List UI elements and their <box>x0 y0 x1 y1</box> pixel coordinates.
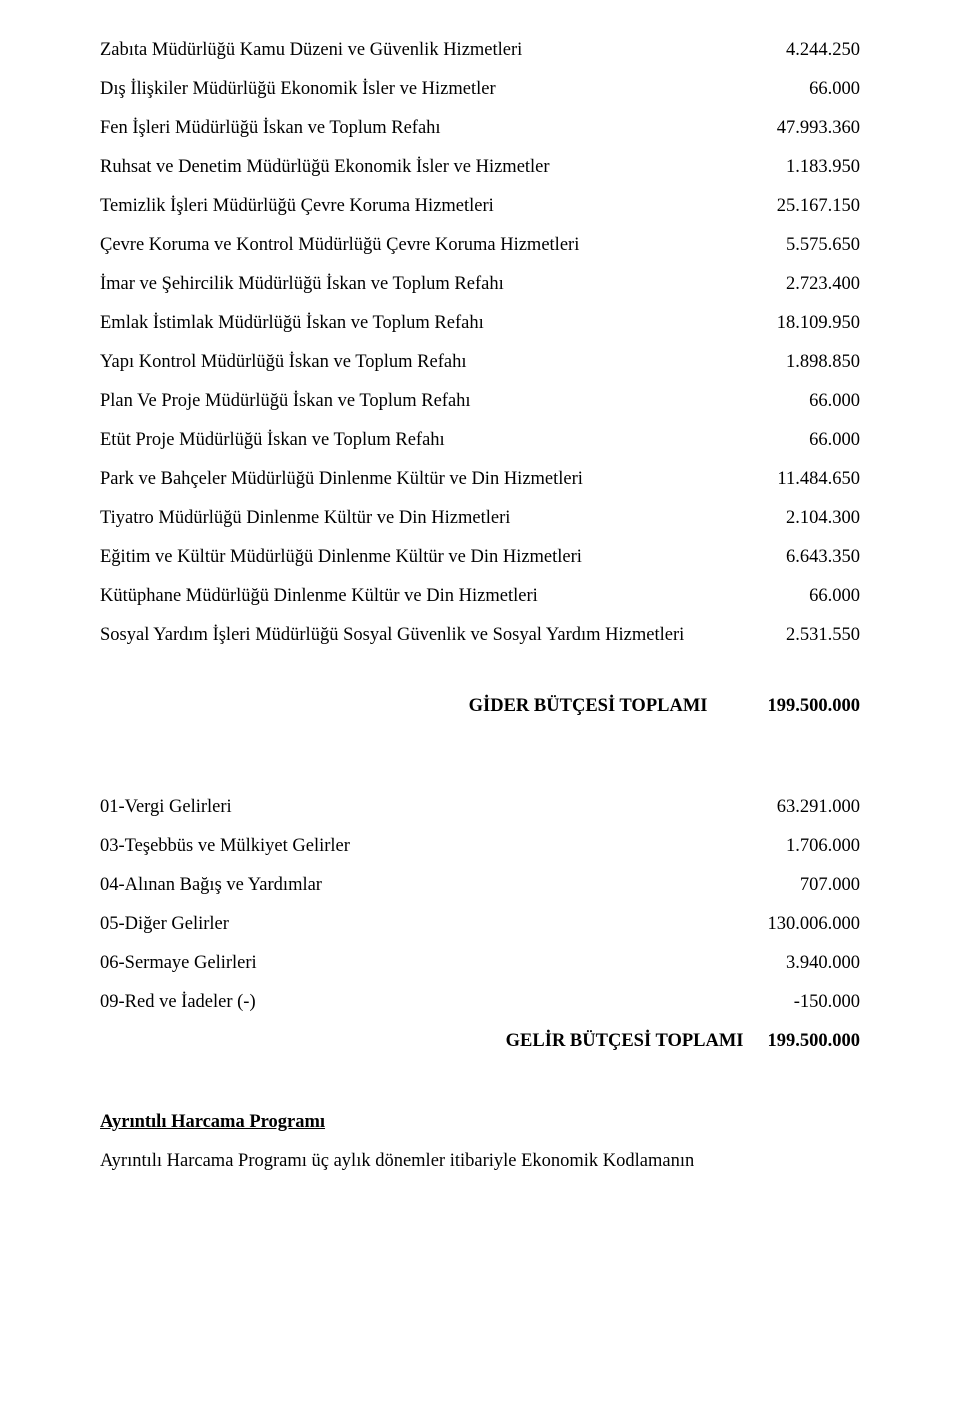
section-heading: Ayrıntılı Harcama Programı <box>100 1112 860 1133</box>
revenue-row: 03-Teşebbüs ve Mülkiyet Gelirler 1.706.0… <box>100 836 860 857</box>
expense-row: Dış İlişkiler Müdürlüğü Ekonomik İsler v… <box>100 79 860 100</box>
expense-label: Zabıta Müdürlüğü Kamu Düzeni ve Güvenlik… <box>100 40 786 61</box>
expense-row: Tiyatro Müdürlüğü Dinlenme Kültür ve Din… <box>100 508 860 529</box>
expense-row: Etüt Proje Müdürlüğü İskan ve Toplum Ref… <box>100 430 860 451</box>
expense-label: İmar ve Şehircilik Müdürlüğü İskan ve To… <box>100 274 786 295</box>
expense-value: 4.244.250 <box>786 40 860 61</box>
expense-label: Plan Ve Proje Müdürlüğü İskan ve Toplum … <box>100 391 809 412</box>
expense-value: 66.000 <box>809 430 860 451</box>
revenue-label: 05-Diğer Gelirler <box>100 914 768 935</box>
expense-label: Tiyatro Müdürlüğü Dinlenme Kültür ve Din… <box>100 508 786 529</box>
revenue-label: 09-Red ve İadeler (-) <box>100 992 794 1013</box>
revenue-total-value: 199.500.000 <box>768 1031 861 1052</box>
revenue-row: 09-Red ve İadeler (-) -150.000 <box>100 992 860 1013</box>
expense-value: 2.104.300 <box>786 508 860 529</box>
expense-label: Park ve Bahçeler Müdürlüğü Dinlenme Kült… <box>100 469 777 490</box>
section-body: Ayrıntılı Harcama Programı üç aylık döne… <box>100 1151 860 1172</box>
revenue-row: 04-Alınan Bağış ve Yardımlar 707.000 <box>100 875 860 896</box>
document-page: Zabıta Müdürlüğü Kamu Düzeni ve Güvenlik… <box>0 0 960 1232</box>
expense-value: 66.000 <box>809 391 860 412</box>
expense-label: Etüt Proje Müdürlüğü İskan ve Toplum Ref… <box>100 430 809 451</box>
expense-label: Temizlik İşleri Müdürlüğü Çevre Koruma H… <box>100 196 777 217</box>
expense-value: 25.167.150 <box>777 196 860 217</box>
revenue-value: 3.940.000 <box>786 953 860 974</box>
expense-label: Emlak İstimlak Müdürlüğü İskan ve Toplum… <box>100 313 777 334</box>
revenue-row: 05-Diğer Gelirler 130.006.000 <box>100 914 860 935</box>
revenue-label: 06-Sermaye Gelirleri <box>100 953 786 974</box>
expense-row: Plan Ve Proje Müdürlüğü İskan ve Toplum … <box>100 391 860 412</box>
expense-total-row: GİDER BÜTÇESİ TOPLAMI 199.500.000 <box>100 696 860 717</box>
expense-value: 6.643.350 <box>786 547 860 568</box>
expense-row: Park ve Bahçeler Müdürlüğü Dinlenme Kült… <box>100 469 860 490</box>
revenue-row: 06-Sermaye Gelirleri 3.940.000 <box>100 953 860 974</box>
spacer <box>100 727 860 797</box>
revenue-value: 63.291.000 <box>777 797 860 818</box>
revenue-label: 01-Vergi Gelirleri <box>100 797 777 818</box>
revenue-value: 707.000 <box>800 875 860 896</box>
expense-row: Kütüphane Müdürlüğü Dinlenme Kültür ve D… <box>100 586 860 607</box>
expense-row: Sosyal Yardım İşleri Müdürlüğü Sosyal Gü… <box>100 625 860 646</box>
expense-total-value: 199.500.000 <box>768 696 861 717</box>
revenue-list: 01-Vergi Gelirleri 63.291.000 03-Teşebbü… <box>100 797 860 1013</box>
revenue-value: 1.706.000 <box>786 836 860 857</box>
expense-row: İmar ve Şehircilik Müdürlüğü İskan ve To… <box>100 274 860 295</box>
revenue-value: -150.000 <box>794 992 860 1013</box>
expense-value: 2.531.550 <box>786 625 860 646</box>
expense-value: 47.993.360 <box>777 118 860 139</box>
expense-row: Zabıta Müdürlüğü Kamu Düzeni ve Güvenlik… <box>100 40 860 61</box>
expense-label: Eğitim ve Kültür Müdürlüğü Dinlenme Kült… <box>100 547 786 568</box>
expense-label: Çevre Koruma ve Kontrol Müdürlüğü Çevre … <box>100 235 786 256</box>
expense-value: 5.575.650 <box>786 235 860 256</box>
expense-row: Çevre Koruma ve Kontrol Müdürlüğü Çevre … <box>100 235 860 256</box>
revenue-value: 130.006.000 <box>768 914 861 935</box>
expense-value: 2.723.400 <box>786 274 860 295</box>
expense-value: 1.898.850 <box>786 352 860 373</box>
revenue-label: 04-Alınan Bağış ve Yardımlar <box>100 875 800 896</box>
expense-row: Eğitim ve Kültür Müdürlüğü Dinlenme Kült… <box>100 547 860 568</box>
expense-row: Temizlik İşleri Müdürlüğü Çevre Koruma H… <box>100 196 860 217</box>
revenue-total-row: GELİR BÜTÇESİ TOPLAMI 199.500.000 <box>100 1031 860 1052</box>
expense-label: Yapı Kontrol Müdürlüğü İskan ve Toplum R… <box>100 352 786 373</box>
expense-row: Fen İşleri Müdürlüğü İskan ve Toplum Ref… <box>100 118 860 139</box>
expense-row: Emlak İstimlak Müdürlüğü İskan ve Toplum… <box>100 313 860 334</box>
revenue-row: 01-Vergi Gelirleri 63.291.000 <box>100 797 860 818</box>
revenue-label: 03-Teşebbüs ve Mülkiyet Gelirler <box>100 836 786 857</box>
expense-value: 1.183.950 <box>786 157 860 178</box>
expense-label: Ruhsat ve Denetim Müdürlüğü Ekonomik İsl… <box>100 157 786 178</box>
expense-value: 18.109.950 <box>777 313 860 334</box>
expense-list: Zabıta Müdürlüğü Kamu Düzeni ve Güvenlik… <box>100 40 860 646</box>
expense-total-label: GİDER BÜTÇESİ TOPLAMI <box>469 696 708 717</box>
expense-value: 11.484.650 <box>777 469 860 490</box>
revenue-total-label: GELİR BÜTÇESİ TOPLAMI <box>506 1031 744 1052</box>
expense-label: Sosyal Yardım İşleri Müdürlüğü Sosyal Gü… <box>100 625 786 646</box>
expense-value: 66.000 <box>809 79 860 100</box>
expense-row: Ruhsat ve Denetim Müdürlüğü Ekonomik İsl… <box>100 157 860 178</box>
expense-label: Kütüphane Müdürlüğü Dinlenme Kültür ve D… <box>100 586 809 607</box>
expense-label: Dış İlişkiler Müdürlüğü Ekonomik İsler v… <box>100 79 809 100</box>
expense-label: Fen İşleri Müdürlüğü İskan ve Toplum Ref… <box>100 118 777 139</box>
expense-row: Yapı Kontrol Müdürlüğü İskan ve Toplum R… <box>100 352 860 373</box>
expense-value: 66.000 <box>809 586 860 607</box>
